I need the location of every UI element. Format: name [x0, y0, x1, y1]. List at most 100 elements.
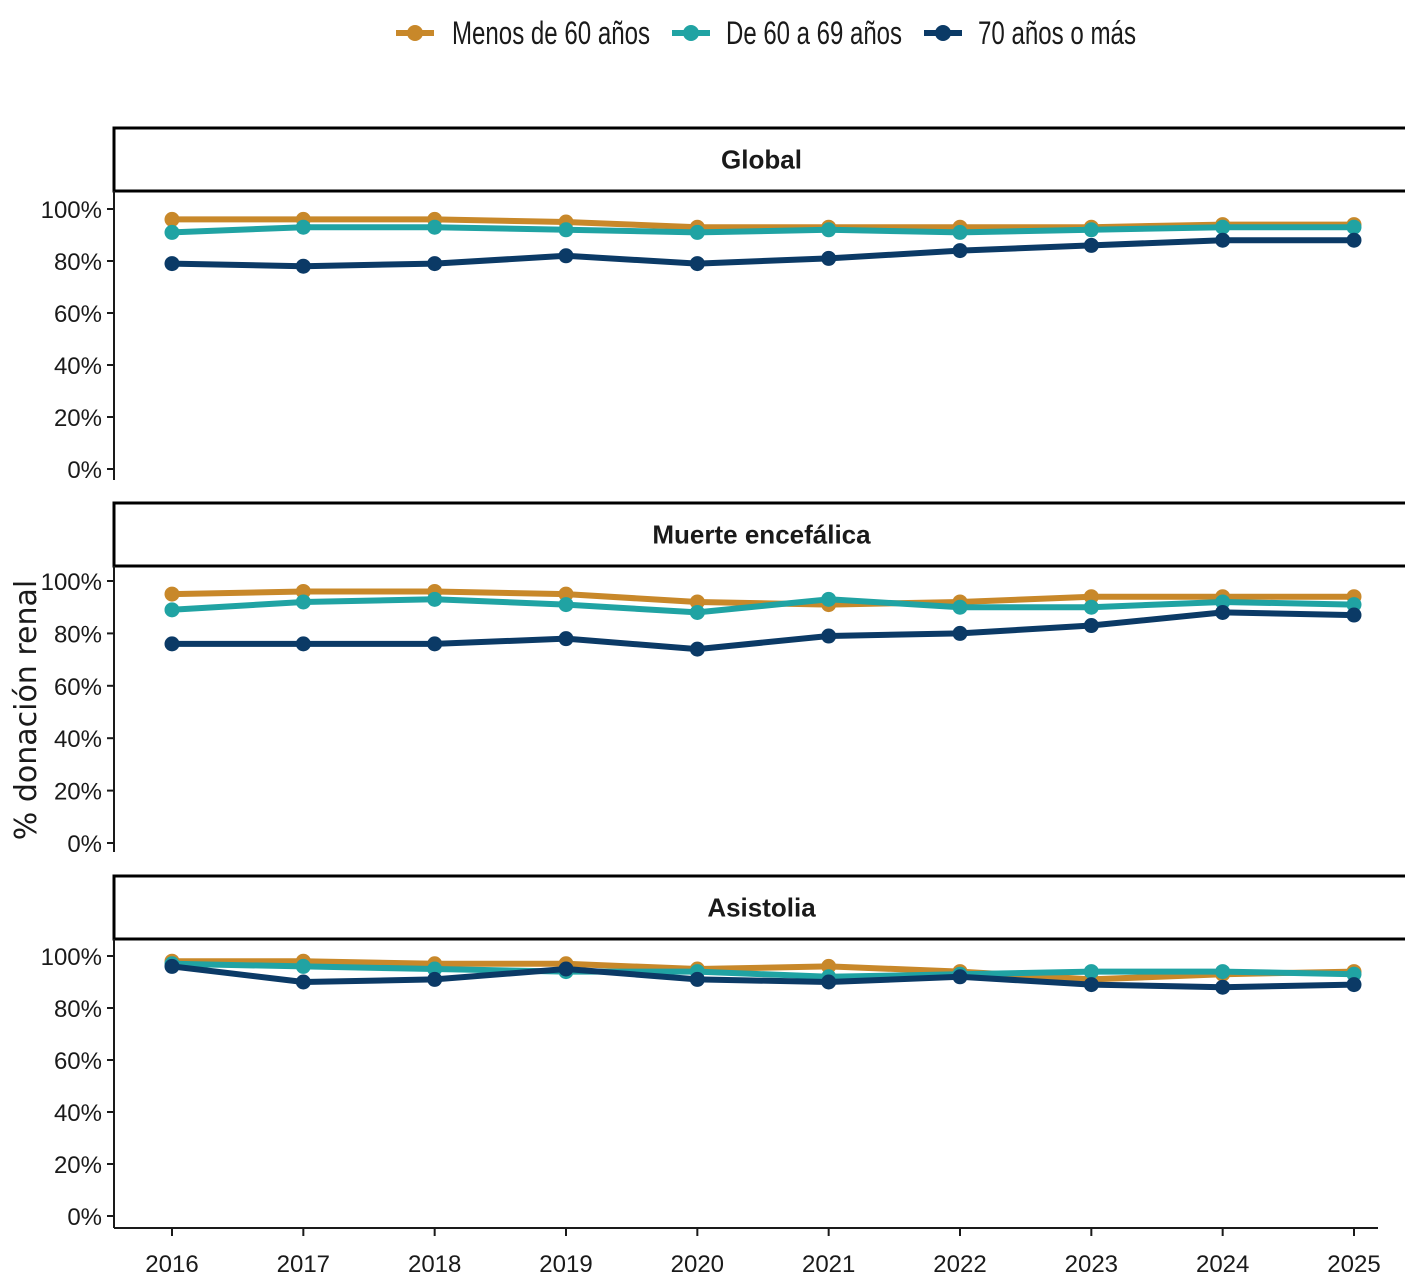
data-point [295, 958, 311, 974]
data-point [427, 256, 443, 272]
data-point [1215, 594, 1231, 610]
x-tick-label: 2017 [277, 1251, 330, 1277]
legend-label: 70 años o más [978, 15, 1136, 51]
series-line [172, 958, 1355, 983]
data-point [1083, 964, 1099, 980]
data-point [164, 256, 180, 272]
panel-strip [112, 874, 1405, 941]
y-tick-label: 60% [54, 1048, 102, 1075]
panels: Global 0% 20% 40% 60% 80% 100% Muerte encefálic… [41, 126, 1405, 1231]
data-point [164, 211, 180, 227]
data-point [295, 583, 311, 599]
x-tick-label: 2020 [671, 1251, 724, 1277]
data-point [164, 602, 180, 618]
data-point [821, 591, 837, 607]
data-point [952, 243, 968, 259]
panel-asistolia: Asistolia 0% 20% 40% 60% 80% 100% [41, 874, 1405, 1231]
data-point [689, 224, 705, 240]
data-point [1346, 597, 1362, 613]
data-point [427, 591, 443, 607]
data-point [1083, 222, 1099, 238]
x-tick-label: 2016 [145, 1251, 198, 1277]
y-tick-label: 100% [41, 197, 102, 224]
data-point [952, 969, 968, 985]
data-point [1346, 966, 1362, 982]
y-tick-label: 20% [54, 1152, 102, 1179]
data-point [952, 625, 968, 641]
data-point [1346, 219, 1362, 235]
panel-strip [112, 126, 1405, 193]
series-70-anos-o-mas [164, 958, 1362, 995]
data-point [1083, 977, 1099, 993]
data-point [689, 641, 705, 657]
data-point [295, 219, 311, 235]
y-tick-label: 80% [54, 621, 102, 648]
series-de-60-a-69-anos [164, 591, 1362, 620]
data-point [164, 958, 180, 974]
panel-title: Muerte encefálica [652, 520, 871, 550]
data-point [821, 628, 837, 644]
y-tick-label: 0% [67, 457, 102, 484]
x-tick-label: 2021 [802, 1251, 855, 1277]
x-tick-label: 2024 [1196, 1251, 1249, 1277]
y-tick-label: 40% [54, 1100, 102, 1127]
legend-item-de-60-a-69-anos: De 60 a 69 años [672, 15, 902, 51]
y-axis-label: % donación renal [9, 580, 44, 840]
data-point [689, 971, 705, 987]
series-line [171, 224, 1354, 236]
series-line [171, 963, 1355, 991]
series-line [171, 960, 1355, 980]
legend-item-70-anos-o-mas: 70 años o más [924, 15, 1136, 51]
data-point [558, 586, 574, 602]
data-point [427, 636, 443, 652]
y-tick-label: 0% [67, 1204, 102, 1231]
y-tick-label: 100% [41, 944, 102, 971]
data-point [1346, 607, 1362, 623]
data-point [558, 597, 574, 613]
data-point [1346, 977, 1362, 993]
y-tick-label: 80% [54, 996, 102, 1023]
data-point [1215, 604, 1231, 620]
data-point [558, 248, 574, 264]
data-point [1215, 964, 1231, 980]
data-point [558, 961, 574, 977]
data-point [1083, 618, 1099, 634]
x-axis: 2016 2017 2018 2019 2020 2021 2022 2023 2024 2025 [114, 1227, 1381, 1277]
series-line [171, 237, 1354, 270]
data-point [1083, 237, 1099, 253]
panel-global: Global 0% 20% 40% 60% 80% 100% [41, 126, 1405, 484]
x-tick-label: 2019 [539, 1251, 592, 1277]
data-point [164, 636, 180, 652]
data-point [427, 971, 443, 987]
data-point [952, 224, 968, 240]
data-point [295, 974, 311, 990]
data-point [821, 974, 837, 990]
series-line [171, 596, 1355, 616]
data-point [295, 258, 311, 274]
data-point [164, 224, 180, 240]
data-point [821, 250, 837, 266]
data-point [1083, 589, 1099, 605]
data-point [689, 604, 705, 620]
legend-label: Menos de 60 años [452, 15, 650, 51]
data-point [295, 594, 311, 610]
legend-swatch-point [935, 25, 951, 41]
series-70-anos-o-mas [164, 604, 1362, 657]
legend: Menos de 60 años De 60 a 69 años 70 años o… [396, 15, 1136, 51]
data-point [1346, 232, 1362, 248]
legend-swatch-point [407, 25, 423, 41]
data-point [164, 586, 180, 602]
y-tick-label: 20% [54, 405, 102, 432]
panel-muerte-encefalica: Muerte encefálica 0% 20% 40% 60% 80% 100% [41, 501, 1405, 858]
data-point [1215, 232, 1231, 248]
legend-item-menos-de-60-anos: Menos de 60 años [396, 15, 650, 51]
legend-swatch-point [683, 25, 699, 41]
panel-title: Global [721, 145, 802, 175]
y-tick-label: 100% [41, 569, 102, 596]
y-tick-label: 80% [54, 249, 102, 276]
data-point [952, 599, 968, 615]
data-point [821, 222, 837, 238]
data-point [689, 256, 705, 272]
series-70-anos-o-mas [164, 232, 1362, 274]
x-tick-label: 2022 [933, 1251, 986, 1277]
